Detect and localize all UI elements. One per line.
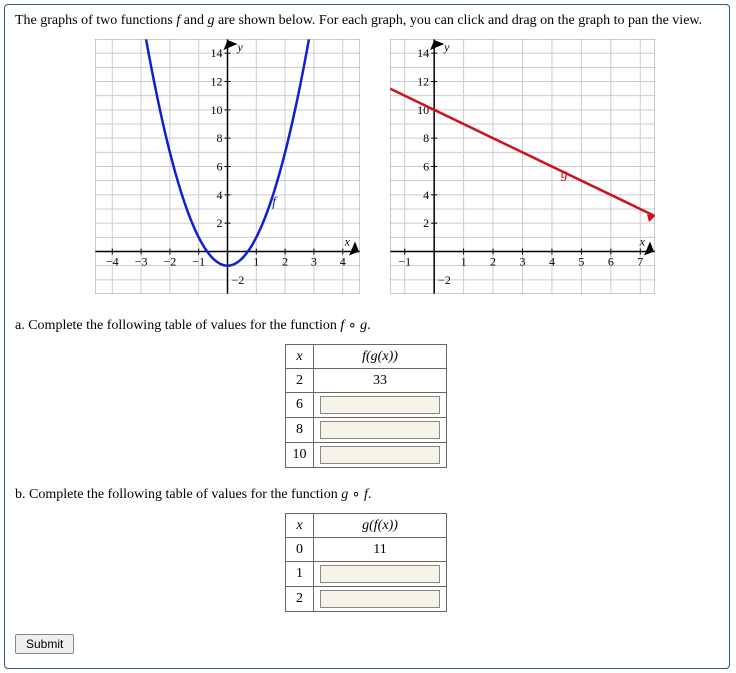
graph-f-svg[interactable]: −4−3−2−112342468101214yx−2f	[95, 39, 360, 294]
svg-text:−2: −2	[232, 273, 245, 287]
svg-text:14: 14	[211, 46, 223, 60]
table-b-x-cell: 1	[286, 562, 314, 587]
svg-text:2: 2	[217, 216, 223, 230]
svg-text:6: 6	[608, 255, 614, 269]
svg-text:1: 1	[253, 255, 259, 269]
table-a-header-x: x	[286, 345, 314, 369]
table-a-value-cell	[314, 443, 447, 468]
table-a-value-cell	[314, 418, 447, 443]
svg-text:4: 4	[549, 255, 555, 269]
graphs-row: −4−3−2−112342468101214yx−2f −11234567246…	[95, 39, 719, 299]
svg-text:3: 3	[520, 255, 526, 269]
table-a-value-cell: 33	[314, 369, 447, 393]
svg-text:2: 2	[423, 216, 429, 230]
submit-button[interactable]: Submit	[15, 634, 74, 654]
instructions-text: The graphs of two functions f and g are …	[15, 13, 719, 29]
table-b-input[interactable]	[320, 565, 440, 583]
svg-text:f: f	[272, 195, 278, 210]
graph-g-svg[interactable]: −112345672468101214yx−2g	[390, 39, 655, 294]
part-b-label: b. Complete the following table of value…	[15, 486, 719, 503]
svg-text:x: x	[639, 235, 646, 249]
table-a-input[interactable]	[320, 446, 440, 464]
table-b-value-cell	[314, 562, 447, 587]
svg-text:−4: −4	[106, 255, 119, 269]
svg-text:4: 4	[217, 188, 223, 202]
svg-text:2: 2	[282, 255, 288, 269]
svg-text:8: 8	[423, 131, 429, 145]
table-a-row: 10	[286, 443, 447, 468]
svg-text:8: 8	[217, 131, 223, 145]
svg-text:3: 3	[311, 255, 317, 269]
graph-f-panel[interactable]: −4−3−2−112342468101214yx−2f	[95, 39, 360, 299]
table-b-input[interactable]	[320, 590, 440, 608]
table-b-value-cell	[314, 587, 447, 612]
table-b-value-cell: 11	[314, 538, 447, 562]
table-b-row: 1	[286, 562, 447, 587]
table-b-header-val: g(f(x))	[314, 514, 447, 538]
table-b: xg(f(x))01112	[285, 513, 447, 612]
part-a-label: a. Complete the following table of value…	[15, 317, 719, 334]
table-a-row: 233	[286, 369, 447, 393]
table-b-row: 011	[286, 538, 447, 562]
svg-text:12: 12	[211, 75, 223, 89]
svg-text:6: 6	[217, 160, 223, 174]
svg-text:10: 10	[211, 103, 223, 117]
svg-text:4: 4	[340, 255, 346, 269]
svg-text:−2: −2	[438, 273, 451, 287]
svg-text:−1: −1	[192, 255, 205, 269]
table-a-row: 6	[286, 393, 447, 418]
table-a-x-cell: 2	[286, 369, 314, 393]
table-b-x-cell: 0	[286, 538, 314, 562]
svg-text:14: 14	[417, 46, 429, 60]
svg-text:12: 12	[417, 75, 429, 89]
table-a-x-cell: 10	[286, 443, 314, 468]
svg-text:y: y	[237, 40, 244, 54]
table-a-row: 8	[286, 418, 447, 443]
table-b-header-x: x	[286, 514, 314, 538]
svg-text:−3: −3	[135, 255, 148, 269]
problem-container: The graphs of two functions f and g are …	[4, 4, 730, 669]
svg-text:g: g	[561, 167, 568, 182]
svg-text:7: 7	[637, 255, 643, 269]
svg-text:2: 2	[490, 255, 496, 269]
svg-text:5: 5	[578, 255, 584, 269]
svg-text:x: x	[344, 235, 351, 249]
table-a-input[interactable]	[320, 396, 440, 414]
table-a: xf(g(x))2336810	[285, 344, 447, 468]
table-a-value-cell	[314, 393, 447, 418]
svg-text:y: y	[443, 40, 450, 54]
svg-text:4: 4	[423, 188, 429, 202]
table-a-x-cell: 8	[286, 418, 314, 443]
graph-g-panel[interactable]: −112345672468101214yx−2g	[390, 39, 655, 299]
table-a-header-val: f(g(x))	[314, 345, 447, 369]
svg-text:6: 6	[423, 160, 429, 174]
table-a-input[interactable]	[320, 421, 440, 439]
svg-text:−2: −2	[164, 255, 177, 269]
table-b-row: 2	[286, 587, 447, 612]
svg-text:1: 1	[461, 255, 467, 269]
table-b-x-cell: 2	[286, 587, 314, 612]
table-a-x-cell: 6	[286, 393, 314, 418]
svg-text:−1: −1	[398, 255, 411, 269]
